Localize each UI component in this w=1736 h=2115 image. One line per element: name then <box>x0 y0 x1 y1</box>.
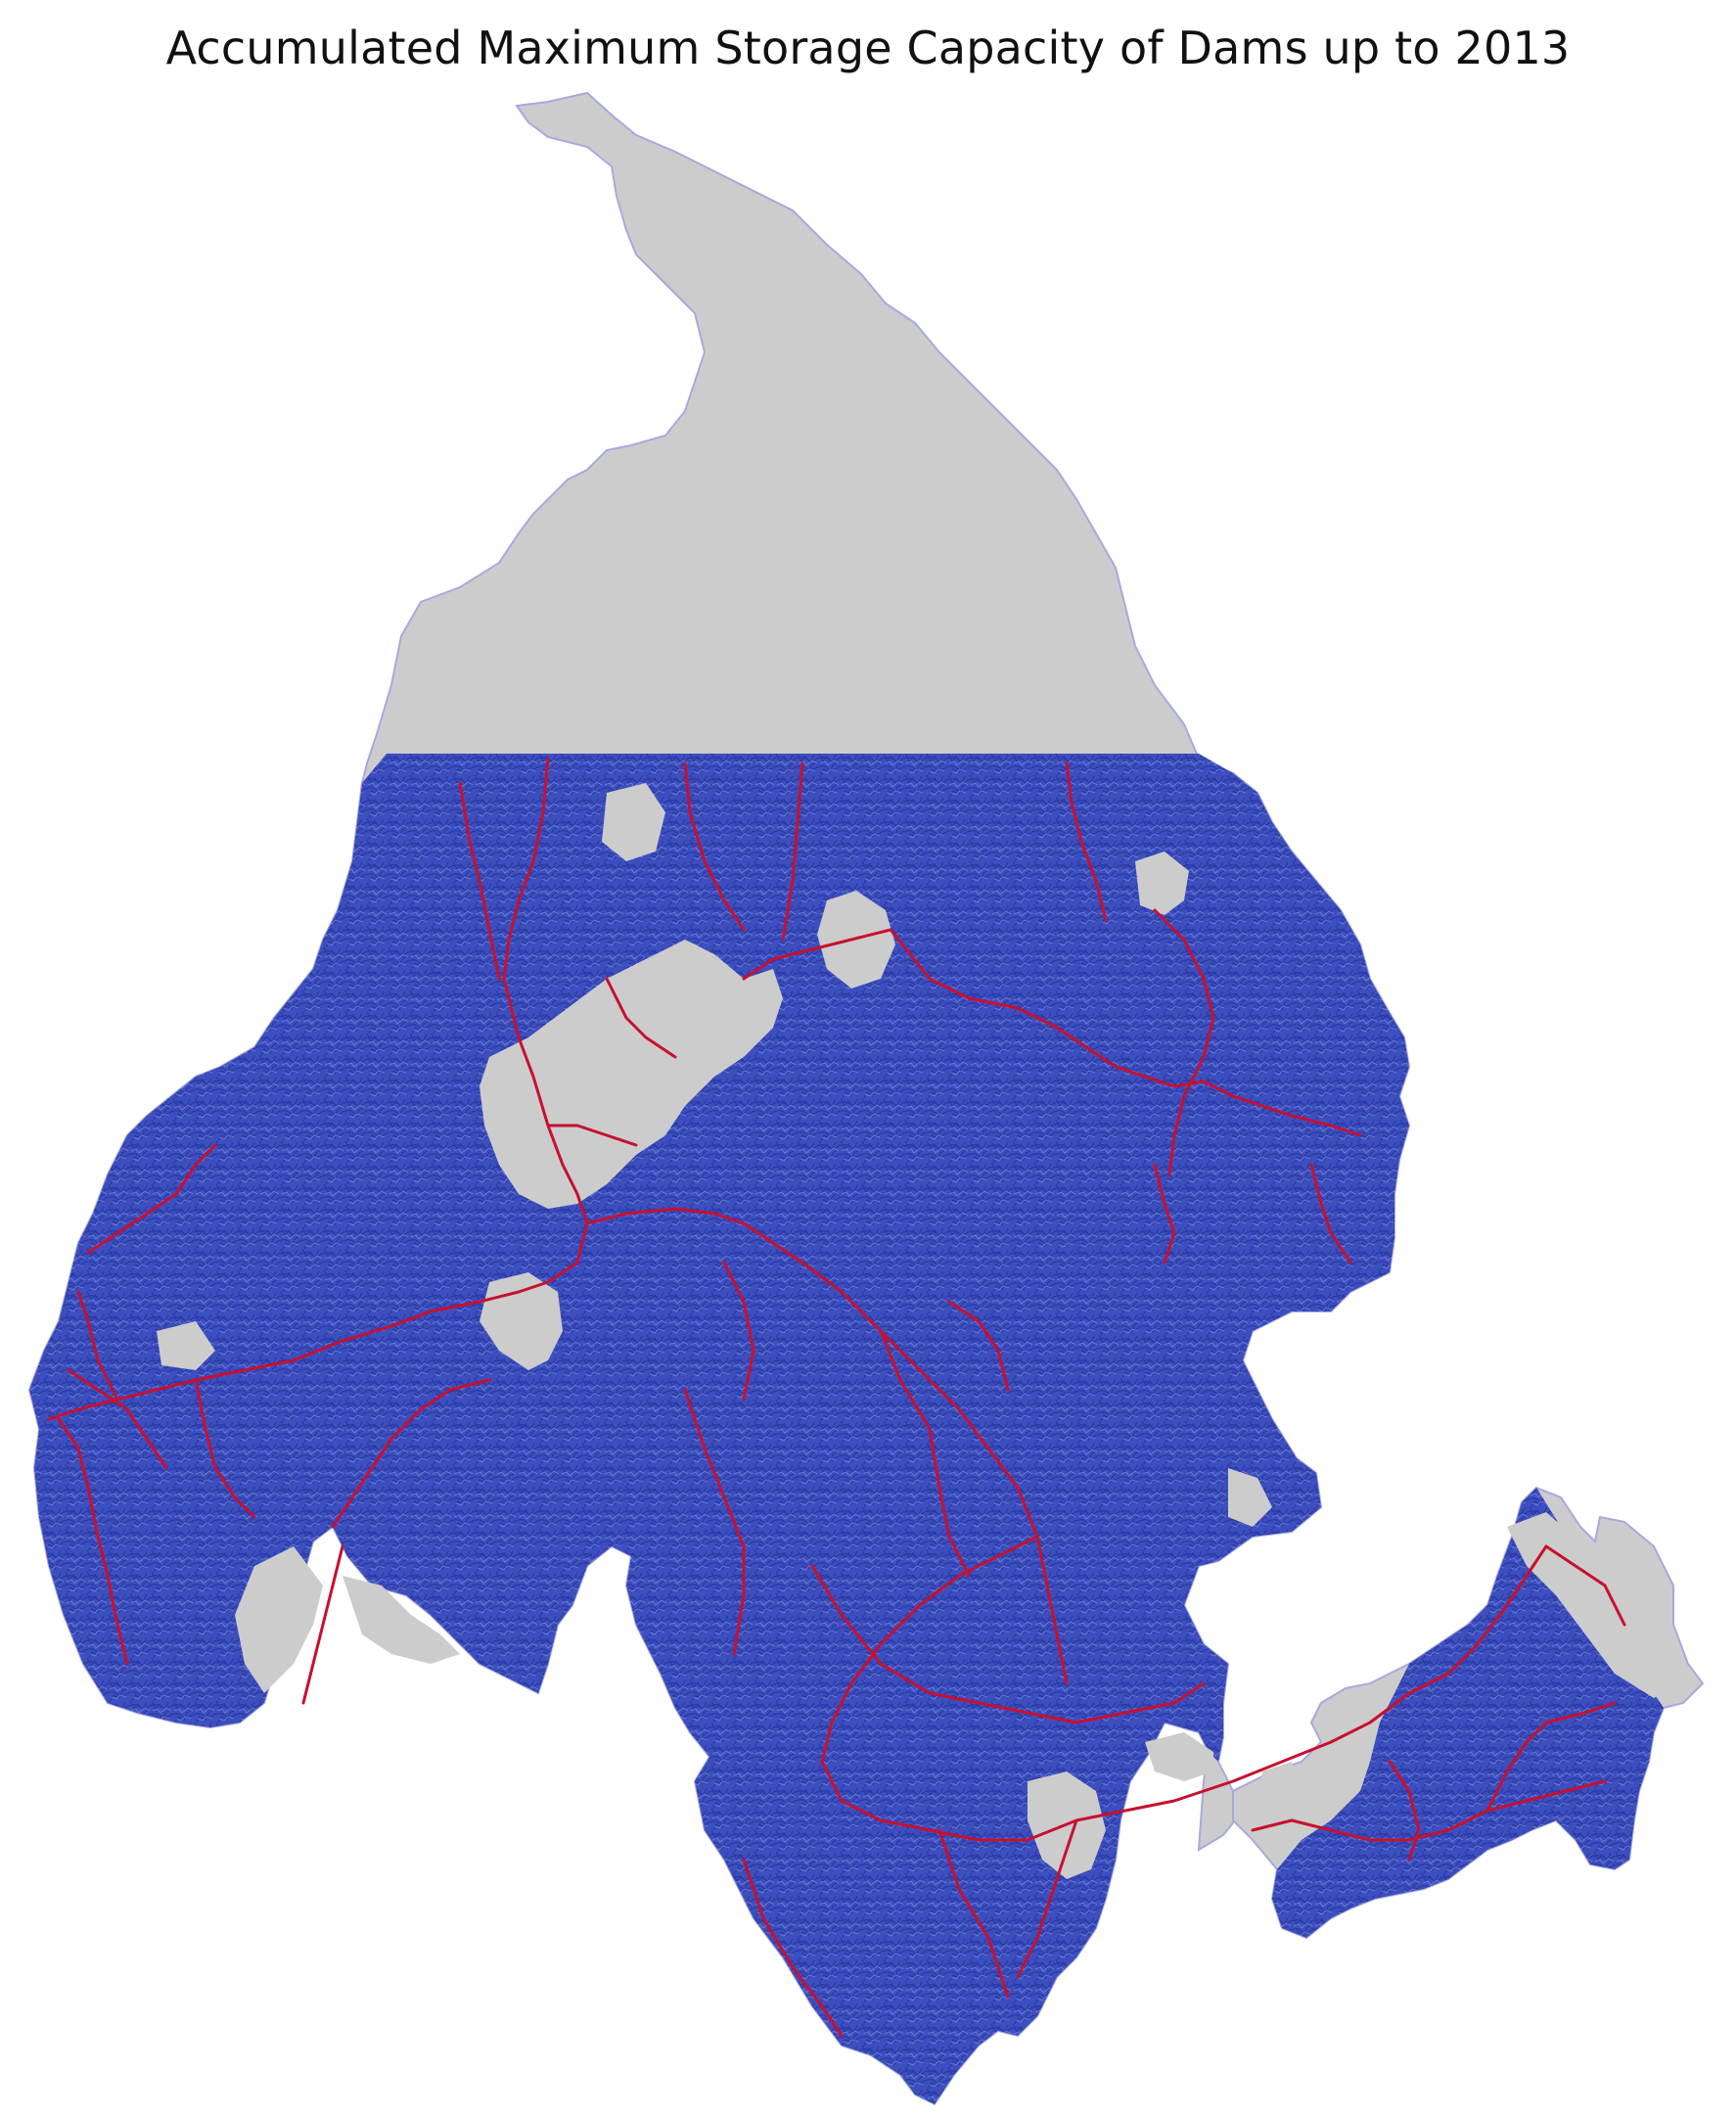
basin-map <box>0 0 1736 2115</box>
